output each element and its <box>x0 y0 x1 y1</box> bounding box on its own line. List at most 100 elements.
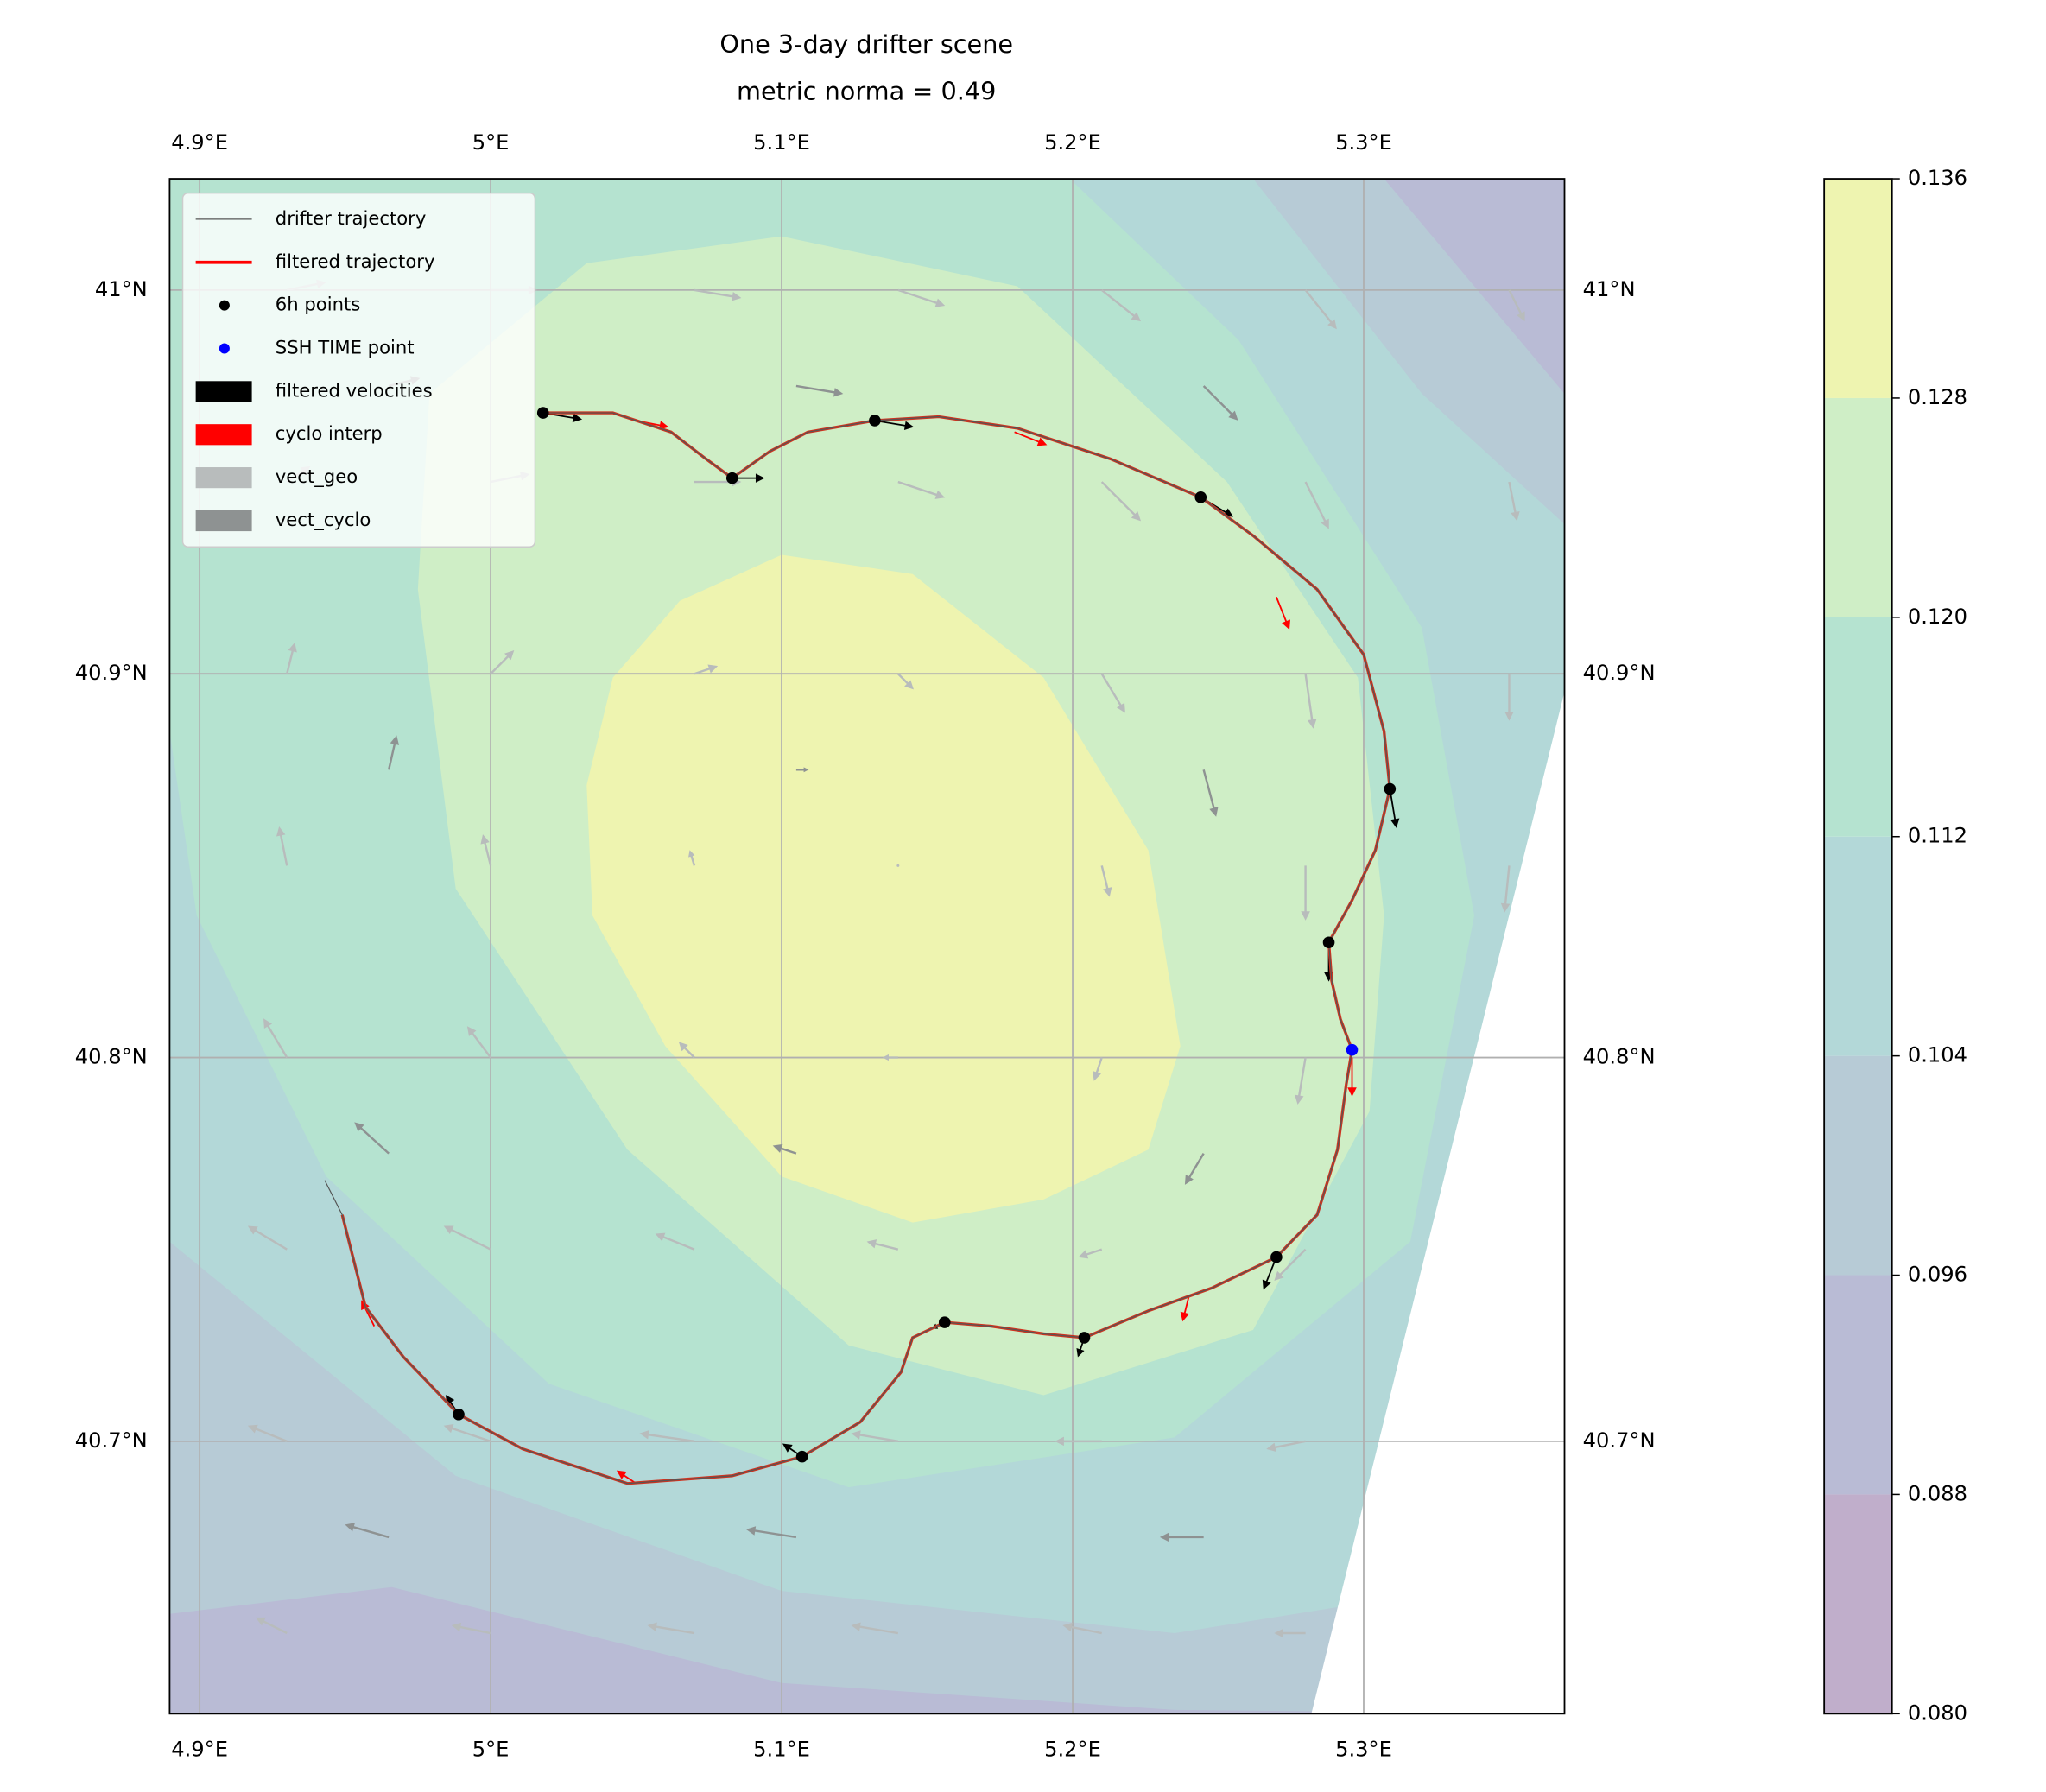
arrow-head <box>1209 807 1219 817</box>
arrow-shaft <box>1504 865 1511 908</box>
arrow-shaft <box>871 1241 899 1251</box>
arrow <box>1508 481 1520 522</box>
arrow-shaft <box>286 647 295 674</box>
arrow <box>745 1526 797 1539</box>
arrow-shaft <box>856 1624 899 1635</box>
arrow-shaft <box>1100 673 1124 709</box>
y-tick-label: 40.7°N <box>75 1428 148 1453</box>
arrow <box>1100 865 1112 897</box>
arrow-head <box>866 1239 877 1249</box>
arrow-head <box>263 1018 272 1029</box>
arrow-head <box>443 1424 454 1434</box>
colorbar-frame <box>1823 178 1893 1715</box>
y-tick-label: 40.9°N <box>1583 661 1656 685</box>
arrow <box>1500 865 1511 913</box>
arrow-head <box>1092 1071 1102 1081</box>
arrow <box>1202 385 1238 421</box>
arrow-head <box>345 1523 356 1532</box>
arrow-head <box>745 1526 757 1536</box>
arrow-head <box>451 1622 462 1632</box>
colorbar-band <box>1824 397 1892 617</box>
arrow-shaft <box>1508 289 1523 318</box>
arrow-head <box>1103 887 1112 897</box>
arrow-head <box>1347 1087 1357 1097</box>
legend-label: cyclo interp <box>276 422 383 444</box>
arrow <box>1078 1248 1103 1259</box>
colorbar-tick-label: 0.096 <box>1908 1263 1967 1287</box>
arrow-dot <box>896 864 900 867</box>
arrow <box>1304 674 1317 729</box>
arrow-head <box>1517 311 1525 322</box>
arrow-shaft <box>251 1227 288 1251</box>
plot-frame <box>168 178 1566 1715</box>
point <box>1322 936 1335 949</box>
arrow-head <box>903 421 915 431</box>
chart-title: One 3-day drifter scene <box>719 29 1013 59</box>
arrow-shaft <box>350 1525 390 1539</box>
arrow <box>897 480 946 499</box>
x-tick-label: 5.2°E <box>1044 130 1101 155</box>
arrow-shaft <box>1100 865 1110 892</box>
arrow <box>387 735 400 770</box>
arrow-head <box>1116 702 1125 713</box>
arrow-shaft <box>358 1124 390 1155</box>
point <box>1194 491 1207 503</box>
arrow-shaft <box>260 1618 288 1635</box>
arrow <box>1304 481 1329 529</box>
y-tick-label: 41°N <box>1583 277 1636 301</box>
legend-label: SSH TIME point <box>276 337 415 358</box>
arrow-head <box>572 413 583 423</box>
arrow-shaft <box>469 1029 492 1059</box>
colorbar-band <box>1824 1275 1892 1495</box>
legend-label: filtered velocities <box>276 379 433 401</box>
arrow-shaft <box>252 1426 288 1442</box>
arrow-shaft <box>456 1625 491 1635</box>
arrow <box>1092 1057 1103 1081</box>
arrow-head <box>1055 1436 1064 1447</box>
point <box>536 407 549 419</box>
arrow-head <box>616 1470 627 1479</box>
arrow-shaft <box>1271 1440 1306 1449</box>
colorbar-tick-label: 0.088 <box>1908 1481 1967 1505</box>
arrow-shaft <box>1304 674 1314 724</box>
arrow-head <box>1131 312 1142 322</box>
legend-label: vect_geo <box>276 465 358 488</box>
arrow <box>851 1430 899 1443</box>
arrow-shaft <box>1100 288 1137 320</box>
arrow-head <box>1062 1622 1073 1632</box>
arrow-shaft <box>644 1433 695 1443</box>
arrow <box>1508 289 1525 322</box>
arrow <box>1276 597 1290 630</box>
arrow-shaft <box>751 1529 797 1539</box>
arrow-shaft <box>694 288 737 299</box>
arrow <box>247 1424 288 1442</box>
arrow <box>1301 865 1310 921</box>
arrow-shaft <box>1276 1248 1307 1278</box>
arrow <box>639 1430 695 1443</box>
arrow-head <box>288 642 297 653</box>
chart-subtitle: metric norma = 0.49 <box>737 76 996 105</box>
point <box>1384 782 1397 795</box>
legend-swatch <box>219 343 230 354</box>
arrow-shaft <box>1297 1057 1307 1099</box>
arrow <box>897 288 946 307</box>
arrow-shaft <box>279 832 288 866</box>
arrow-head <box>1266 1442 1276 1453</box>
arrow-head <box>1500 902 1511 913</box>
arrow-shaft <box>1014 431 1042 444</box>
point <box>1270 1251 1283 1263</box>
arrow-head <box>1504 712 1514 721</box>
arrow <box>286 642 297 674</box>
arrow <box>1347 1057 1357 1097</box>
arrow <box>480 834 492 866</box>
colorbar-band <box>1824 836 1892 1056</box>
x-tick-label: 5.2°E <box>1044 1738 1101 1762</box>
arrow-shaft <box>1508 481 1517 516</box>
arrow-shaft <box>1276 597 1289 625</box>
point <box>938 1316 951 1328</box>
arrow-shaft <box>448 1426 491 1443</box>
arrow <box>1304 289 1337 330</box>
arrow <box>882 1054 898 1061</box>
arrow <box>795 767 809 773</box>
arrow-head <box>1184 1175 1194 1185</box>
